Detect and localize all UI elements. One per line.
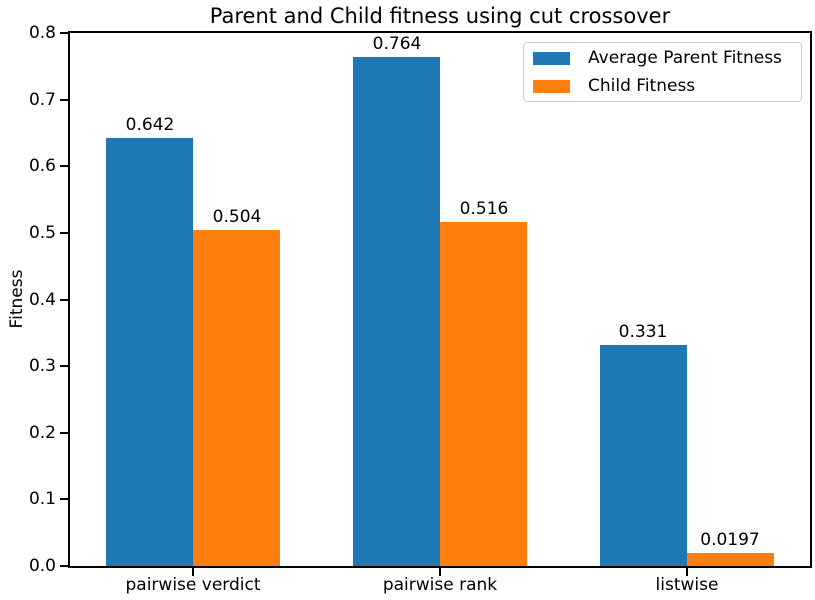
- x-tick: [192, 568, 194, 576]
- y-tick: [60, 299, 68, 301]
- bar: [600, 345, 687, 566]
- x-tick: [686, 568, 688, 576]
- y-tick-label: 0.4: [28, 290, 56, 310]
- y-tick-label: 0.2: [28, 423, 56, 443]
- x-tick-label: pairwise rank: [382, 575, 498, 595]
- legend-swatch: [533, 51, 570, 65]
- y-tick: [60, 99, 68, 101]
- bar: [353, 57, 440, 566]
- bar-value-label: 0.0197: [700, 530, 760, 550]
- legend: Average Parent Fitness Child Fitness: [523, 42, 802, 102]
- y-tick: [60, 565, 68, 567]
- y-tick-label: 0.6: [28, 156, 56, 176]
- bar: [440, 222, 527, 566]
- y-tick-label: 0.1: [28, 489, 56, 509]
- x-tick-label: listwise: [655, 575, 719, 595]
- y-tick: [60, 498, 68, 500]
- legend-entry: Average Parent Fitness: [533, 46, 801, 70]
- y-tick-label: 0.0: [28, 556, 56, 576]
- bar: [106, 138, 193, 566]
- y-tick: [60, 365, 68, 367]
- bar-value-label: 0.642: [125, 115, 175, 135]
- chart-title: Parent and Child fitness using cut cross…: [209, 4, 671, 28]
- legend-swatch: [533, 79, 570, 93]
- bar-value-label: 0.331: [618, 322, 668, 342]
- x-tick: [439, 568, 441, 576]
- y-tick: [60, 232, 68, 234]
- legend-entry: Child Fitness: [533, 74, 801, 98]
- y-tick: [60, 165, 68, 167]
- y-tick: [60, 32, 68, 34]
- y-tick-label: 0.7: [28, 90, 56, 110]
- y-tick-label: 0.8: [28, 23, 56, 43]
- bar: [193, 230, 280, 566]
- bar-value-label: 0.764: [372, 34, 422, 54]
- x-tick-label: pairwise verdict: [125, 575, 261, 595]
- legend-label: Child Fitness: [588, 76, 696, 96]
- bar-value-label: 0.516: [459, 199, 509, 219]
- bar: [687, 553, 774, 566]
- y-tick-label: 0.5: [28, 223, 56, 243]
- y-tick-label: 0.3: [28, 356, 56, 376]
- legend-label: Average Parent Fitness: [588, 48, 782, 68]
- plot-area: 0.642 0.504 0.764 0.516 0.331 0.0197: [68, 31, 812, 568]
- y-tick: [60, 432, 68, 434]
- bar-value-label: 0.504: [212, 207, 262, 227]
